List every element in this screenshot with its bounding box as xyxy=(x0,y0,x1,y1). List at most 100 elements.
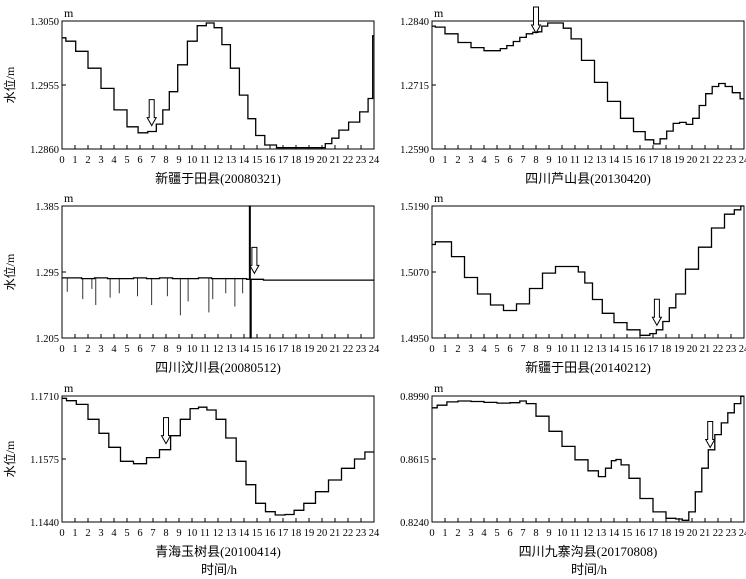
x-tick-label: 6 xyxy=(137,528,142,539)
x-tick-label: 10 xyxy=(187,528,198,539)
x-tick-label: 12 xyxy=(213,155,224,166)
x-tick-label: 9 xyxy=(546,344,551,355)
x-tick-label: 9 xyxy=(546,155,551,166)
x-tick-label: 8 xyxy=(163,155,168,166)
x-tick-label: 6 xyxy=(507,155,512,166)
x-tick-label: 7 xyxy=(150,155,155,166)
x-tick-label: 10 xyxy=(557,528,568,539)
x-tick-label: 18 xyxy=(291,344,302,355)
x-tick-label: 14 xyxy=(239,155,250,166)
plot-frame xyxy=(61,205,375,339)
x-tick-label: 13 xyxy=(596,528,607,539)
panel-caption: 四川九寨沟县(20170808) xyxy=(519,544,658,559)
x-tick-label: 20 xyxy=(687,344,698,355)
panel-caption: 四川汶川县(20080512) xyxy=(155,360,281,375)
x-tick-label: 7 xyxy=(520,528,525,539)
x-tick-label: 12 xyxy=(213,528,224,539)
chart-panel-6: 0123456789101112131415161718192021222324… xyxy=(400,381,746,559)
y-tick-label: 1.2955 xyxy=(30,81,59,92)
x-tick-label: 8 xyxy=(163,528,168,539)
x-tick-label: 13 xyxy=(226,344,237,355)
x-tick-label: 6 xyxy=(507,528,512,539)
x-tick-label: 22 xyxy=(343,528,354,539)
x-tick-label: 8 xyxy=(533,155,538,166)
x-tick-label: 1 xyxy=(442,344,447,355)
x-tick-label: 24 xyxy=(369,155,380,166)
x-tick-label: 9 xyxy=(546,528,551,539)
x-tick-label: 3 xyxy=(468,155,473,166)
panel-caption: 新疆于田县(20140212) xyxy=(525,360,651,375)
event-arrow-marker xyxy=(704,420,716,449)
x-tick-label: 4 xyxy=(481,155,487,166)
chart-panel-5: 0 1 2 3 4 5 6 7 8 9 10 11 12 13 14 15 16 17 18 19 20 21 22 23 24… xyxy=(2,381,380,559)
x-tick-label: 1 xyxy=(72,528,77,539)
x-tick-label: 10 xyxy=(187,344,198,355)
x-tick-label: 7 xyxy=(150,528,155,539)
x-tick-label: 5 xyxy=(124,344,129,355)
x-tick-label: 22 xyxy=(343,344,354,355)
x-tick-label: 10 xyxy=(557,344,568,355)
y-tick-label: 0.8615 xyxy=(400,455,429,466)
x-tick-label: 22 xyxy=(713,344,724,355)
x-tick-label: 24 xyxy=(739,528,746,539)
x-tick-label: 4 xyxy=(111,344,117,355)
x-tick-label: 14 xyxy=(239,344,250,355)
x-tick-label: 17 xyxy=(278,155,289,166)
series-line xyxy=(432,205,744,336)
x-tick-label: 0 xyxy=(59,344,64,355)
x-tick-label: 0 xyxy=(59,155,64,166)
x-tick-label: 11 xyxy=(570,155,580,166)
plot-frame xyxy=(61,395,375,523)
x-tick-label: 17 xyxy=(648,528,659,539)
x-tick-label: 0 xyxy=(429,344,434,355)
y-tick-label: 1.2860 xyxy=(30,145,59,156)
x-tick-label: 24 xyxy=(739,155,746,166)
x-tick-label: 9 xyxy=(176,344,181,355)
y-tick-label: 1.1440 xyxy=(30,518,59,529)
x-tick-label: 18 xyxy=(661,528,672,539)
chart-panel-1: 0 1 2 3 4 5 6 7 8 9 10 11 12 13 14 15 16 17 18 19 20 21 22 23 24… xyxy=(2,6,380,186)
x-tick-label: 24 xyxy=(369,344,380,355)
x-tick-label: 5 xyxy=(124,155,129,166)
x-tick-label: 8 xyxy=(533,528,538,539)
x-tick-label: 5 xyxy=(124,528,129,539)
x-tick-label: 23 xyxy=(356,155,367,166)
x-tick-label: 2 xyxy=(455,528,460,539)
x-tick-label: 7 xyxy=(150,344,155,355)
x-tick-label: 12 xyxy=(583,344,594,355)
x-tick-label: 4 xyxy=(481,344,487,355)
y-tick-label: 1.2715 xyxy=(400,81,429,92)
x-tick-label: 19 xyxy=(674,344,685,355)
common-xlabel-right: 时间/h xyxy=(571,562,608,577)
x-tick-label: 13 xyxy=(226,155,237,166)
x-tick-label: 20 xyxy=(687,155,698,166)
y-tick-label: 0.8990 xyxy=(400,392,429,403)
x-tick-label: 24 xyxy=(739,344,746,355)
x-tick-label: 16 xyxy=(265,528,276,539)
x-tick-label: 12 xyxy=(583,528,594,539)
x-tick-label: 1 xyxy=(72,155,77,166)
x-tick-label: 16 xyxy=(635,344,646,355)
x-tick-label: 13 xyxy=(596,155,607,166)
y-tick-label: 1.385 xyxy=(35,202,59,213)
x-tick-label: 4 xyxy=(111,155,117,166)
x-tick-label: 13 xyxy=(596,344,607,355)
y-unit-label: m xyxy=(434,381,444,395)
x-tick-label: 2 xyxy=(85,155,90,166)
x-tick-label: 23 xyxy=(356,528,367,539)
plot-frame xyxy=(431,395,745,523)
y-unit-label: m xyxy=(434,6,444,20)
x-tick-label: 11 xyxy=(200,528,210,539)
event-arrow-marker xyxy=(651,298,663,327)
x-tick-label: 15 xyxy=(252,155,263,166)
y-tick-label: 1.4950 xyxy=(400,334,429,345)
x-tick-label: 3 xyxy=(98,344,103,355)
event-arrow-marker xyxy=(249,246,260,275)
x-tick-label: 15 xyxy=(252,344,263,355)
x-tick-label: 18 xyxy=(291,528,302,539)
x-tick-label: 10 xyxy=(187,155,198,166)
series-line xyxy=(432,22,744,145)
x-tick-label: 1 xyxy=(442,155,447,166)
x-tick-label: 19 xyxy=(304,344,315,355)
